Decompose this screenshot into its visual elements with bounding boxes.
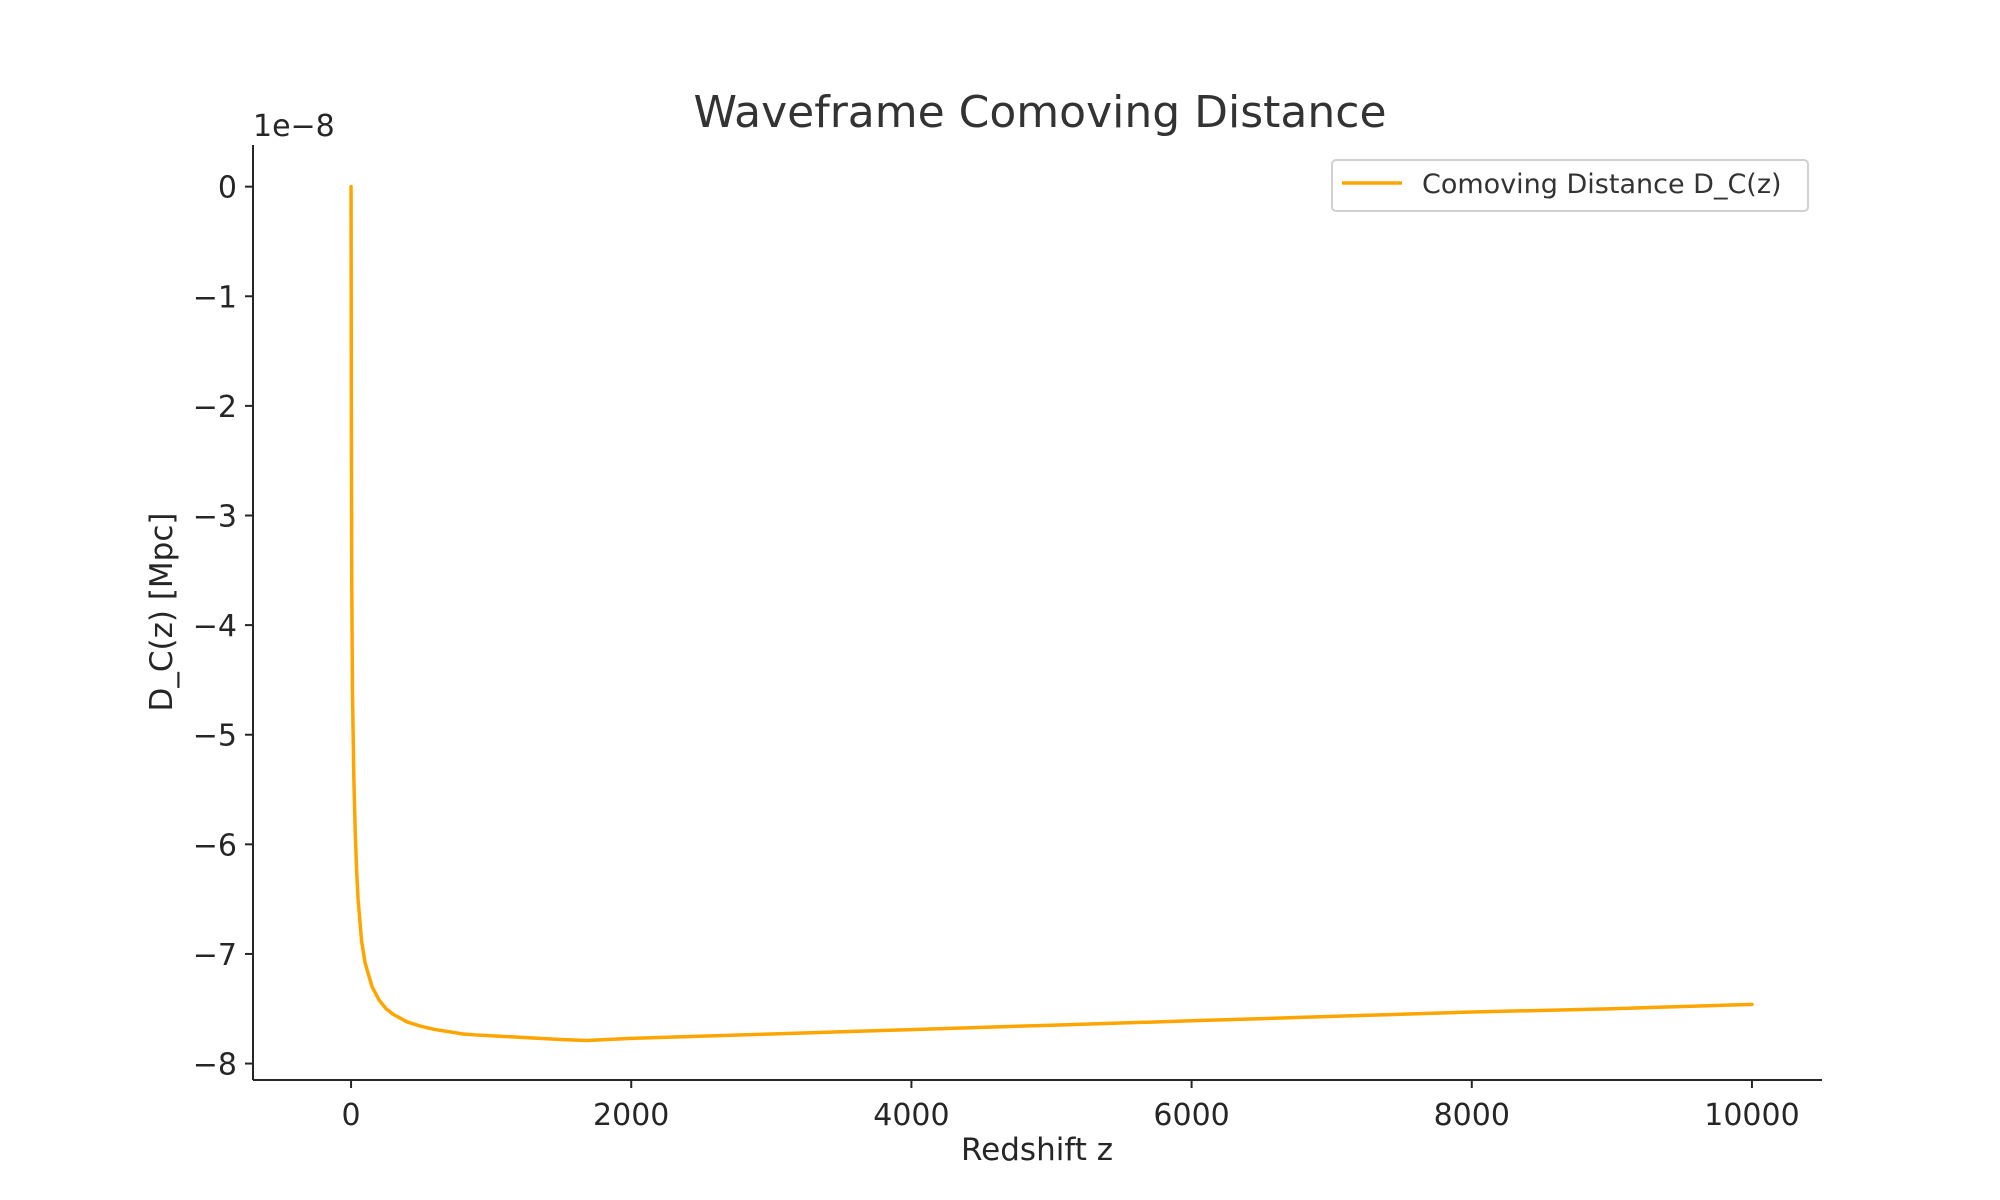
x-tick-label: 4000 bbox=[873, 1098, 949, 1133]
x-axis-label: Redshift z bbox=[961, 1132, 1113, 1168]
y-axis-ticks: 0 −1 −2 −3 −4 −5 −6 −7 −8 bbox=[193, 171, 253, 1083]
y-axis-offset-label: 1e−8 bbox=[253, 109, 335, 144]
x-tick-label: 6000 bbox=[1153, 1098, 1229, 1133]
plot-area bbox=[349, 184, 1754, 1043]
x-tick-label: 10000 bbox=[1704, 1098, 1799, 1133]
y-tick-label: −7 bbox=[193, 938, 237, 973]
y-tick-label: −3 bbox=[193, 499, 237, 534]
x-tick-label: 0 bbox=[342, 1098, 361, 1133]
y-axis-label: D_C(z) [Mpc] bbox=[144, 513, 180, 712]
x-axis-ticks: 0 2000 4000 6000 8000 10000 bbox=[342, 1080, 1800, 1133]
legend-entry-label: Comoving Distance D_C(z) bbox=[1422, 169, 1782, 200]
y-tick-label: −1 bbox=[193, 280, 237, 315]
y-tick-label: −8 bbox=[193, 1048, 237, 1083]
y-tick-label: −4 bbox=[193, 609, 237, 644]
x-tick-label: 8000 bbox=[1434, 1098, 1510, 1133]
legend: Comoving Distance D_C(z) bbox=[1331, 159, 1809, 212]
y-tick-label: −2 bbox=[193, 390, 237, 425]
y-tick-label: −5 bbox=[193, 719, 237, 754]
series-line-0 bbox=[349, 184, 1754, 1043]
legend-box bbox=[1331, 159, 1809, 212]
y-tick-label: 0 bbox=[218, 171, 237, 206]
y-tick-label: −6 bbox=[193, 828, 237, 863]
chart-title: Waveframe Comoving Distance bbox=[693, 87, 1386, 138]
x-tick-label: 2000 bbox=[593, 1098, 669, 1133]
